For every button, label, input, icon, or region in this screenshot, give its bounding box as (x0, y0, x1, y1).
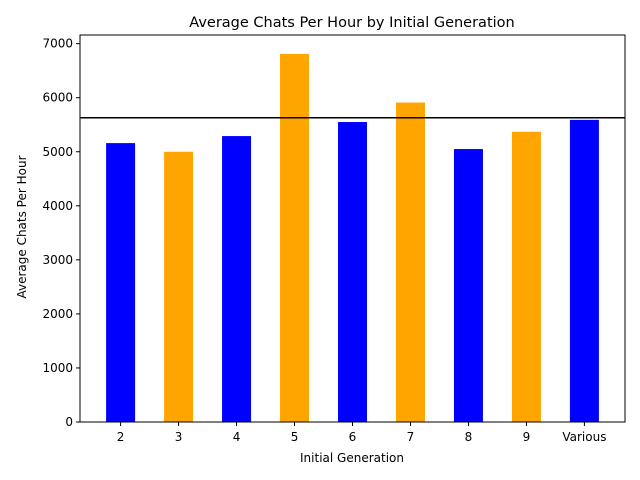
bar-2 (106, 143, 136, 422)
x-tick-label: 4 (233, 430, 241, 444)
bar-4 (222, 136, 252, 422)
x-tick-label: 5 (291, 430, 299, 444)
bar-6 (338, 122, 367, 423)
y-axis-label: Average Chats Per Hour (15, 155, 29, 298)
bar-3 (164, 151, 194, 422)
y-tick-label: 5000 (42, 145, 73, 159)
x-tick-label: 2 (117, 430, 125, 444)
x-tick-label: 7 (407, 430, 415, 444)
x-tick-label: Various (562, 430, 606, 444)
y-tick-label: 4000 (42, 199, 73, 213)
bar-5 (280, 53, 310, 423)
x-tick-label: 9 (523, 430, 531, 444)
y-tick-label: 1000 (42, 361, 73, 375)
plot-frame (79, 34, 626, 423)
x-tick-label: 8 (465, 430, 473, 444)
y-tick-label: 2000 (42, 307, 73, 321)
x-tick-label: 6 (349, 430, 357, 444)
bar-7 (395, 102, 425, 422)
y-tick-label: 0 (65, 415, 73, 429)
y-tick-label: 7000 (42, 37, 73, 51)
x-tick-label: 3 (175, 430, 183, 444)
y-tick-label: 6000 (42, 91, 73, 105)
bar-8 (453, 149, 483, 423)
x-axis: 2 3 4 5 6 7 8 9 Various (117, 422, 606, 444)
bars-group (106, 53, 599, 423)
bar-9 (511, 131, 541, 422)
chart-title: Average Chats Per Hour by Initial Genera… (189, 15, 514, 31)
x-axis-label: Initial Generation (300, 451, 404, 465)
bar-various (569, 119, 599, 423)
y-tick-label: 3000 (42, 253, 73, 267)
y-axis: 0 1000 2000 3000 4000 5000 6000 7000 (42, 37, 80, 429)
